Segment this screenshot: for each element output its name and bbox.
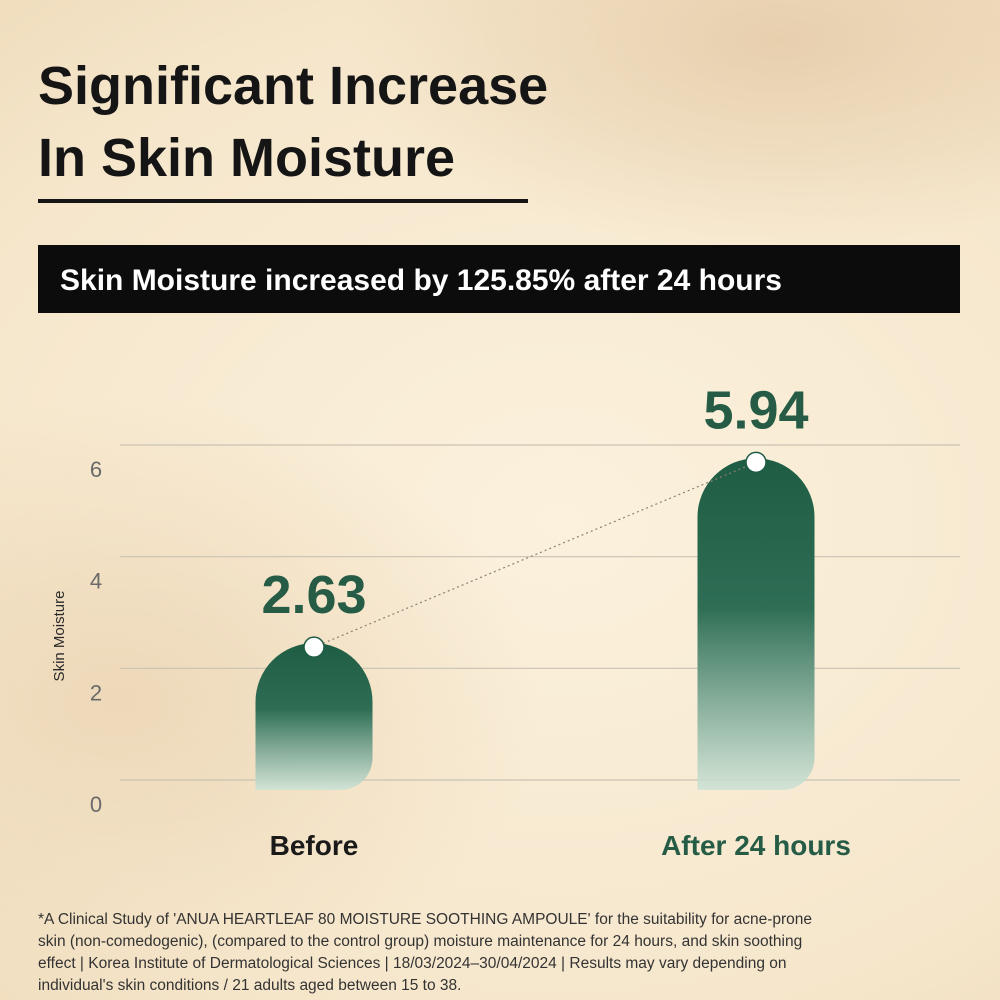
bar [255, 643, 373, 790]
title-line: Significant Increase [38, 56, 548, 116]
value-label: 5.94 [703, 380, 808, 440]
title-line: In Skin Moisture [38, 128, 455, 188]
connector-line [313, 461, 757, 648]
banner [38, 245, 960, 313]
footnote-line: skin (non-comedogenic), (compared to the… [38, 933, 802, 950]
point-marker [303, 636, 325, 658]
footnote-line: individual's skin conditions / 21 adults… [38, 977, 461, 994]
value-label: 2.63 [261, 565, 366, 625]
footnote-line: effect | Korea Institute of Dermatologic… [38, 955, 787, 972]
bar [697, 458, 815, 790]
banner-text: Skin Moisture increased by 125.85% after… [60, 264, 782, 297]
x-tick-label: After 24 hours [661, 830, 851, 861]
footnote-line: *A Clinical Study of 'ANUA HEARTLEAF 80 … [38, 911, 812, 928]
y-tick-label: 6 [90, 457, 102, 482]
y-tick-label: 2 [90, 680, 102, 705]
x-tick-label: Before [270, 830, 359, 861]
title-underline [38, 199, 528, 203]
y-tick-label: 4 [90, 569, 102, 594]
y-axis-label: Skin Moisture [51, 591, 68, 682]
point-marker [745, 451, 767, 474]
y-tick-label: 0 [90, 792, 102, 817]
